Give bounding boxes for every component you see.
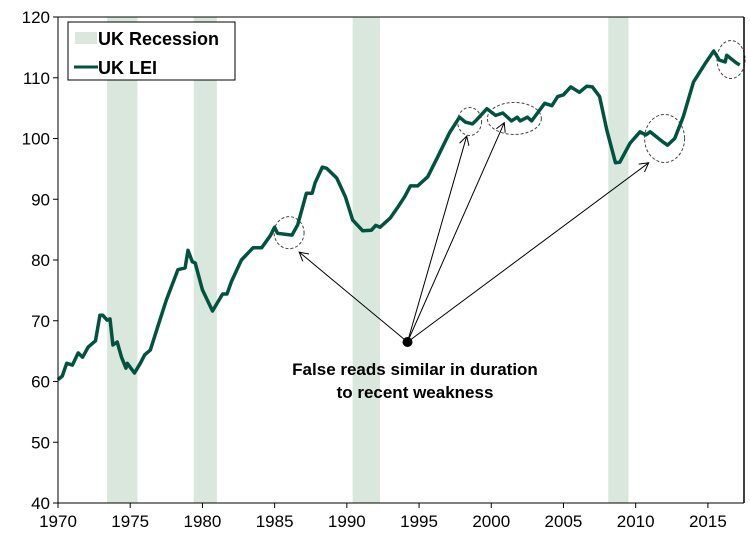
x-tick-label: 2010 <box>617 512 655 531</box>
y-tick-label: 110 <box>23 69 50 88</box>
y-tick-label: 80 <box>31 251 50 270</box>
y-tick-label: 50 <box>31 433 50 452</box>
x-tick-label: 1970 <box>39 512 77 531</box>
annotation-text-line1: False reads similar in duration <box>292 360 538 379</box>
x-tick-label: 1980 <box>184 512 222 531</box>
y-tick-label: 90 <box>31 190 50 209</box>
recession-band <box>107 17 138 503</box>
legend-box <box>67 21 236 81</box>
y-tick-label: 120 <box>22 8 50 27</box>
lei-series <box>56 49 741 382</box>
legend-lei-label: UK LEI <box>98 58 157 78</box>
legend-recession-swatch <box>75 32 97 44</box>
legend: UK Recession UK LEI <box>67 21 236 81</box>
x-tick-label: 1975 <box>111 512 149 531</box>
annotation-text-line2: to recent weakness <box>337 383 494 402</box>
x-tick-label: 1985 <box>256 512 294 531</box>
annotation-arrow <box>407 123 504 343</box>
legend-recession-label: UK Recession <box>98 29 219 49</box>
recession-band <box>352 17 381 503</box>
annotation-arrow <box>407 136 466 343</box>
y-tick-label: 70 <box>31 312 50 331</box>
recession-band <box>193 17 217 503</box>
x-tick-label: 2000 <box>472 512 510 531</box>
x-tick-label: 1990 <box>328 512 366 531</box>
highlight-ellipse <box>644 114 686 163</box>
axes: 40 50 60 70 80 90 100 110 120 1970 1975 1980 1985 199… <box>22 8 745 531</box>
annotation-arrow <box>407 163 648 343</box>
y-tick-label: 40 <box>31 494 50 513</box>
lei-line <box>56 49 741 382</box>
highlight-ellipse <box>273 216 305 250</box>
annotation-origin-dot <box>402 337 413 348</box>
recession-bands <box>107 17 629 503</box>
y-tick-label: 100 <box>22 130 50 149</box>
y-tick-label: 60 <box>31 373 50 392</box>
x-tick-label: 2005 <box>545 512 583 531</box>
x-tick-label: 2015 <box>689 512 727 531</box>
annotation-arrow <box>299 252 408 343</box>
x-tick-label: 1995 <box>400 512 438 531</box>
recession-band <box>608 17 629 503</box>
highlight-ellipse <box>486 101 542 135</box>
